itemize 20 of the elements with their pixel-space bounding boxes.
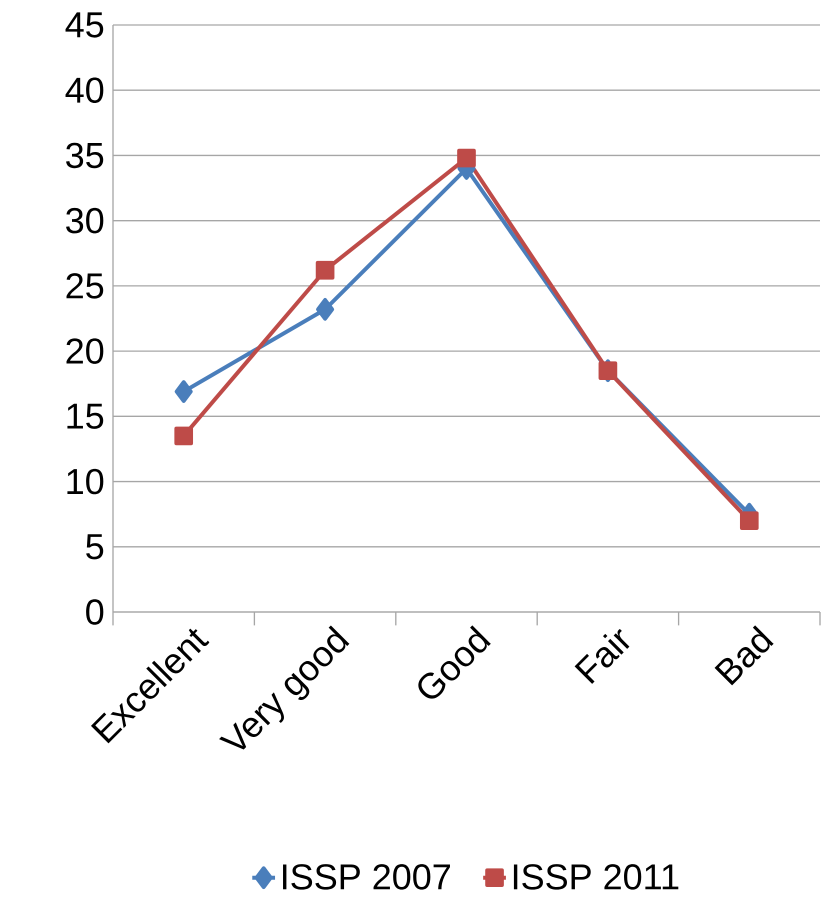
point xyxy=(740,511,759,530)
point xyxy=(457,148,476,168)
legend-label: ISSP 2011 xyxy=(514,864,678,890)
y-tick-label: 30 xyxy=(66,208,104,234)
legend-label: ISSP 2007 xyxy=(283,864,450,890)
point xyxy=(316,260,334,280)
y-tick-label: 10 xyxy=(67,468,104,494)
y-tick-label: 40 xyxy=(66,77,104,103)
point xyxy=(174,380,193,403)
x-tick-label: Fair xyxy=(574,629,630,684)
y-tick-label: 5 xyxy=(86,534,104,560)
y-tick-label: 15 xyxy=(67,404,104,429)
y-tick-label: 45 xyxy=(66,12,104,38)
y-tick-label: 35 xyxy=(66,142,104,168)
x-tick-label: Bad xyxy=(714,625,774,686)
y-tick-label: 20 xyxy=(66,338,104,364)
point xyxy=(316,298,334,321)
point xyxy=(174,426,194,446)
y-tick-label: 25 xyxy=(66,273,104,299)
y-tick-label: 0 xyxy=(86,599,104,625)
